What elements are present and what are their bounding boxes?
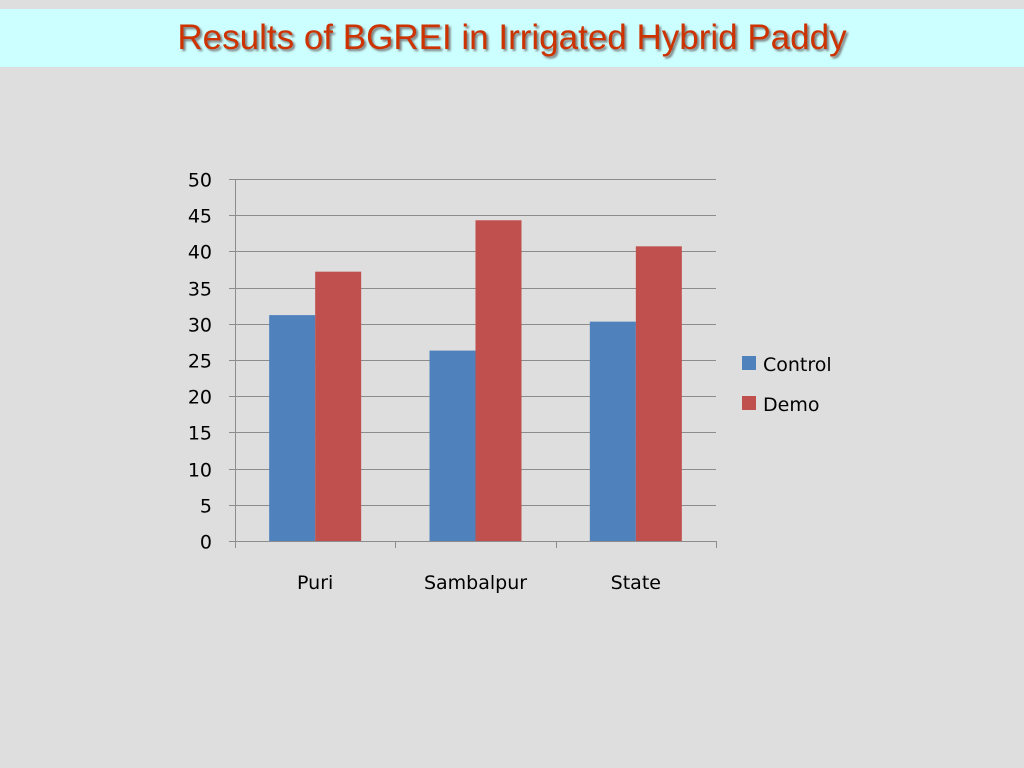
y-tick-label: 20 xyxy=(188,387,212,409)
y-tick-label: 35 xyxy=(188,279,212,301)
y-tick-label: 45 xyxy=(188,206,212,228)
axes xyxy=(229,179,717,548)
legend-swatch-demo xyxy=(742,396,756,410)
bar-demo-state xyxy=(635,246,682,541)
y-tick-label: 5 xyxy=(200,496,212,518)
bars xyxy=(269,220,682,541)
bar-demo-puri xyxy=(315,271,362,541)
x-category-label: Sambalpur xyxy=(424,572,527,594)
y-tick-label: 0 xyxy=(200,532,212,554)
x-category-label: State xyxy=(611,572,661,594)
bar-demo-sambalpur xyxy=(475,220,522,541)
y-tick-label: 25 xyxy=(188,351,212,373)
y-tick-label: 50 xyxy=(188,170,212,192)
x-category-labels: Puri Sambalpur State xyxy=(297,572,661,594)
bar-control-state xyxy=(589,321,636,541)
slide-title: Results of BGREI in Irrigated Hybrid Pad… xyxy=(177,18,847,57)
legend-label-demo: Demo xyxy=(763,394,819,416)
y-tick-labels: 0 5 10 15 20 25 30 35 40 45 50 xyxy=(188,170,212,554)
legend-swatch-control xyxy=(742,356,756,370)
y-tick-label: 40 xyxy=(188,242,212,264)
y-tick-label: 15 xyxy=(188,423,212,445)
title-banner: Results of BGREI in Irrigated Hybrid Pad… xyxy=(0,9,1024,67)
bar-control-sambalpur xyxy=(429,350,476,541)
y-tick-label: 10 xyxy=(188,460,212,482)
legend-label-control: Control xyxy=(763,354,832,376)
x-category-label: Puri xyxy=(297,572,333,594)
legend: Control Demo xyxy=(742,354,832,416)
y-tick-label: 30 xyxy=(188,315,212,337)
bar-control-puri xyxy=(269,315,316,541)
